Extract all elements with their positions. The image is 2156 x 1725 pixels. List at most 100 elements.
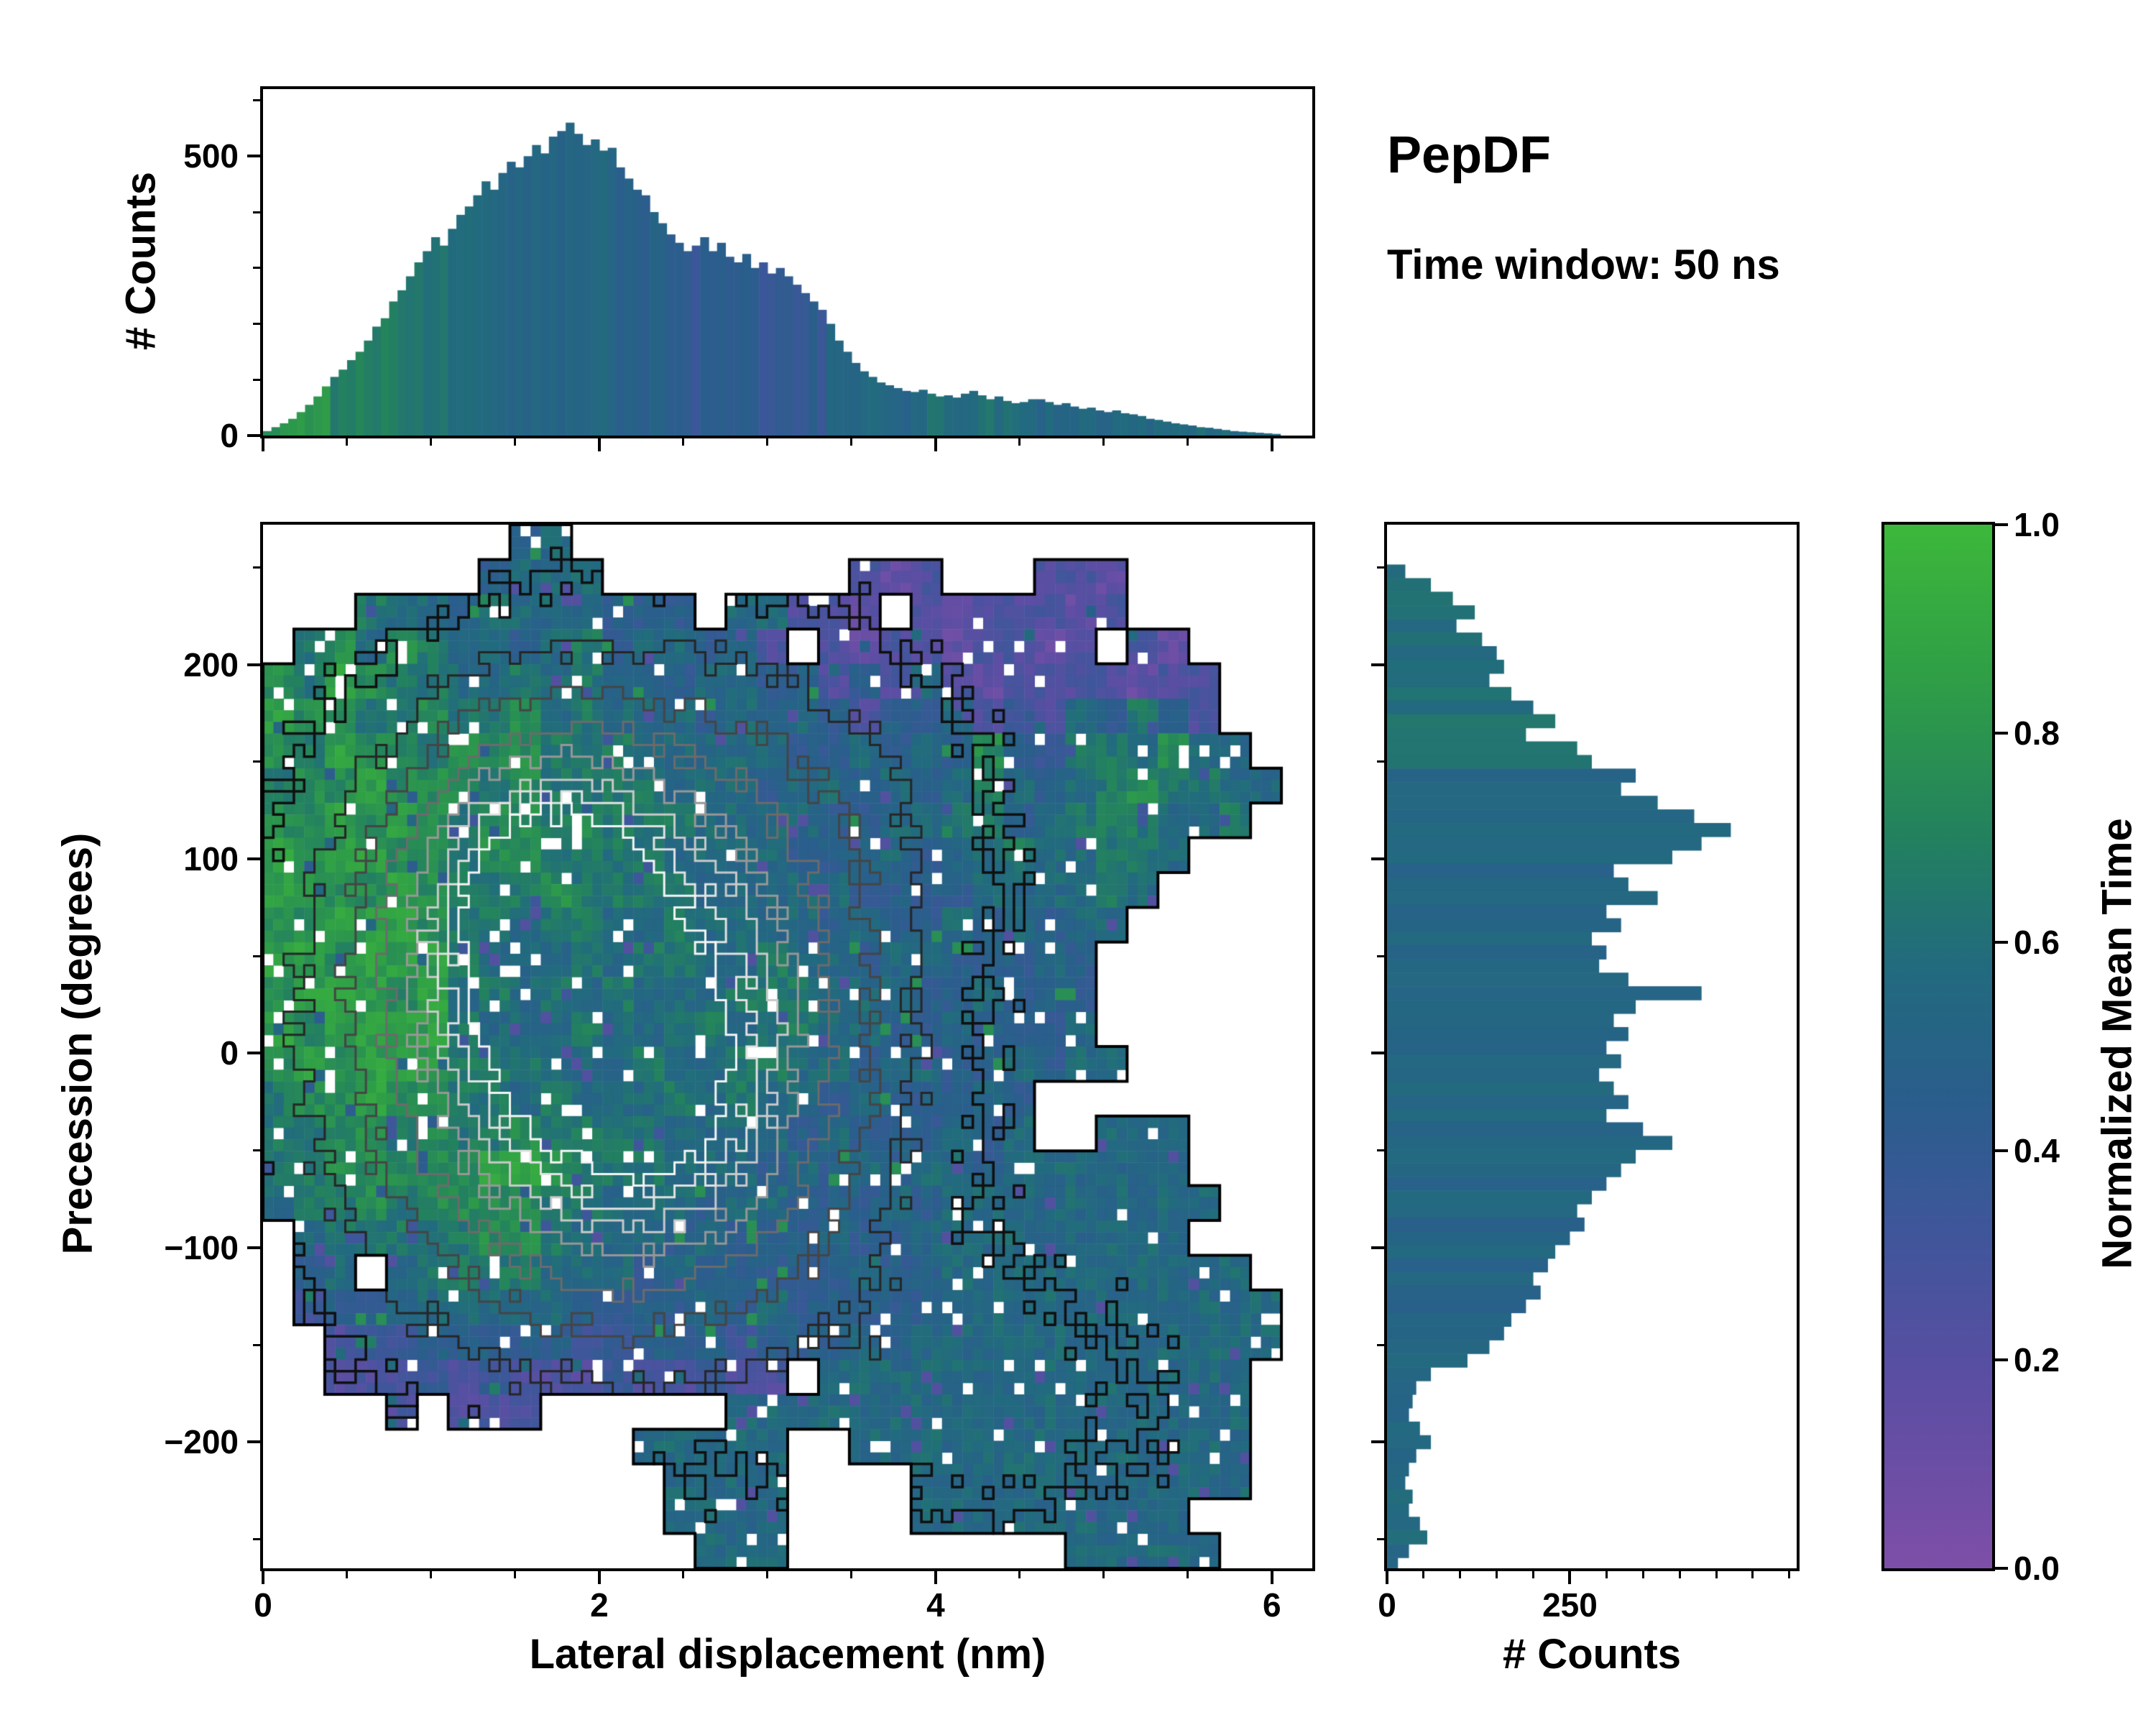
axis-tick bbox=[247, 1440, 260, 1444]
joint-heatmap-panel bbox=[260, 522, 1315, 1571]
axis-tick bbox=[1371, 1440, 1384, 1444]
axis-tick bbox=[1371, 857, 1384, 861]
axis-tick bbox=[514, 1571, 517, 1578]
tick-label: 200 bbox=[183, 645, 239, 684]
colorbar-canvas bbox=[1884, 525, 1992, 1568]
axis-tick bbox=[514, 438, 517, 446]
axis-tick bbox=[934, 438, 937, 451]
axis-tick bbox=[850, 438, 853, 446]
axis-tick bbox=[1422, 1571, 1425, 1578]
joint-heatmap-canvas bbox=[263, 525, 1312, 1568]
axis-tick bbox=[1496, 1571, 1498, 1578]
colorbar-panel bbox=[1881, 522, 1995, 1571]
axis-tick bbox=[1715, 1571, 1718, 1578]
axis-tick bbox=[1788, 1571, 1791, 1578]
right-histogram-panel bbox=[1384, 522, 1800, 1571]
axis-tick bbox=[850, 1571, 853, 1578]
axis-tick bbox=[1995, 523, 2008, 526]
axis-tick bbox=[1018, 438, 1021, 446]
plot-title: PepDF bbox=[1387, 126, 1552, 184]
axis-tick bbox=[253, 760, 260, 763]
right-hist-xlabel: # Counts bbox=[1502, 1631, 1682, 1678]
axis-tick bbox=[1371, 663, 1384, 666]
axis-tick bbox=[247, 1246, 260, 1249]
top-histogram-panel bbox=[260, 86, 1315, 438]
right-histogram-canvas bbox=[1387, 525, 1797, 1568]
axis-tick bbox=[430, 1571, 433, 1578]
plot-subtitle: Time window: 50 ns bbox=[1387, 242, 1780, 288]
axis-tick bbox=[247, 663, 260, 666]
tick-label: 1.0 bbox=[2014, 506, 2060, 543]
axis-tick bbox=[262, 1571, 264, 1584]
axis-tick bbox=[1751, 1571, 1754, 1578]
axis-tick bbox=[1270, 1571, 1273, 1584]
tick-label: 0 bbox=[220, 417, 239, 454]
axis-tick bbox=[1995, 1149, 2008, 1153]
axis-tick bbox=[247, 857, 260, 861]
axis-tick bbox=[1995, 732, 2008, 735]
tick-label: 100 bbox=[183, 840, 239, 878]
tick-label: 0.6 bbox=[2014, 923, 2060, 961]
axis-tick bbox=[1377, 1149, 1384, 1152]
tick-label: −200 bbox=[164, 1423, 239, 1461]
axis-tick bbox=[253, 954, 260, 957]
axis-tick bbox=[1377, 954, 1384, 957]
axis-tick bbox=[1641, 1571, 1644, 1578]
axis-tick bbox=[1568, 1571, 1572, 1584]
axis-tick bbox=[1678, 1571, 1681, 1578]
tick-label: 500 bbox=[183, 137, 239, 175]
axis-tick bbox=[1371, 1052, 1384, 1055]
axis-tick bbox=[682, 438, 685, 446]
axis-tick bbox=[1187, 438, 1189, 446]
tick-label: 250 bbox=[1542, 1586, 1598, 1624]
tick-label: 0 bbox=[220, 1034, 239, 1072]
axis-tick bbox=[1605, 1571, 1608, 1578]
axis-tick bbox=[1386, 1571, 1388, 1584]
axis-tick bbox=[682, 1571, 685, 1578]
axis-tick bbox=[1102, 438, 1105, 446]
tick-label: 6 bbox=[1263, 1586, 1281, 1624]
axis-tick bbox=[253, 1537, 260, 1540]
axis-tick bbox=[1377, 760, 1384, 763]
axis-tick bbox=[253, 1343, 260, 1346]
top-histogram-canvas bbox=[263, 89, 1312, 436]
main-xlabel: Lateral displacement (nm) bbox=[529, 1631, 1046, 1678]
tick-label: 0 bbox=[254, 1586, 272, 1624]
tick-label: 0.2 bbox=[2014, 1340, 2060, 1379]
tick-label: 4 bbox=[926, 1586, 945, 1624]
axis-tick bbox=[934, 1571, 937, 1584]
axis-tick bbox=[1018, 1571, 1021, 1578]
axis-tick bbox=[247, 155, 260, 158]
axis-tick bbox=[253, 378, 260, 381]
axis-tick bbox=[1532, 1571, 1535, 1578]
axis-tick bbox=[1377, 1343, 1384, 1346]
axis-tick bbox=[1377, 566, 1384, 569]
axis-tick bbox=[253, 323, 260, 326]
axis-tick bbox=[1995, 940, 2008, 944]
axis-tick bbox=[1377, 1537, 1384, 1540]
axis-tick bbox=[1995, 1358, 2008, 1361]
tick-label: 0.8 bbox=[2014, 714, 2060, 753]
axis-tick bbox=[247, 1052, 260, 1055]
axis-tick bbox=[253, 566, 260, 569]
tick-label: −100 bbox=[164, 1228, 239, 1266]
axis-tick bbox=[1371, 1246, 1384, 1249]
axis-tick bbox=[1187, 1571, 1189, 1578]
axis-tick bbox=[766, 1571, 769, 1578]
axis-tick bbox=[1102, 1571, 1105, 1578]
axis-tick bbox=[597, 438, 601, 451]
top-hist-ylabel: # Counts bbox=[117, 171, 165, 351]
axis-tick bbox=[253, 211, 260, 213]
axis-tick bbox=[253, 1149, 260, 1152]
axis-tick bbox=[766, 438, 769, 446]
tick-label: 0.4 bbox=[2014, 1132, 2060, 1170]
axis-tick bbox=[253, 99, 260, 102]
axis-tick bbox=[1995, 1567, 2008, 1570]
colorbar-label: Normalized Mean Time bbox=[2093, 818, 2141, 1269]
axis-tick bbox=[346, 438, 349, 446]
axis-tick bbox=[597, 1571, 601, 1584]
axis-tick bbox=[253, 267, 260, 270]
tick-label: 2 bbox=[590, 1586, 609, 1624]
tick-label: 0 bbox=[1378, 1586, 1396, 1624]
